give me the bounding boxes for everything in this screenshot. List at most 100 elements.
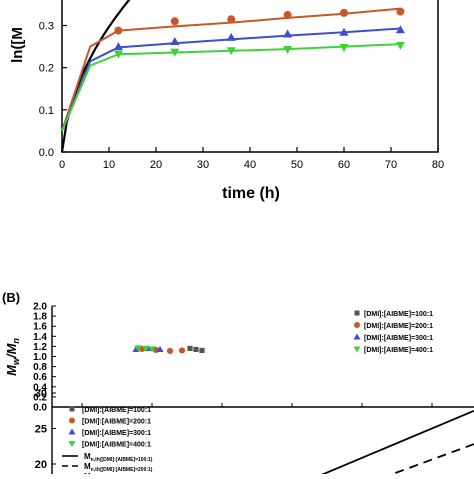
dispersity-y-tick-label: 0.4 bbox=[33, 382, 47, 393]
top-y-axis-label: ln([M bbox=[9, 27, 26, 63]
top-data-point bbox=[114, 26, 123, 35]
top-data-point bbox=[170, 48, 180, 57]
top-fit-line bbox=[61, 27, 401, 132]
dispersity-y-tick-label: 0.6 bbox=[33, 372, 47, 383]
dispersity-data-point bbox=[148, 346, 156, 353]
top-y-tick-label: 0.1 bbox=[39, 105, 54, 117]
top-fit-line bbox=[61, 43, 401, 132]
top-data-point bbox=[395, 25, 405, 34]
dispersity-y-tick-label: 1.6 bbox=[33, 322, 47, 333]
top-x-tick-label: 30 bbox=[197, 159, 209, 171]
top-x-ticks: 0 10 20 30 40 50 60 70 80 bbox=[59, 147, 444, 171]
dispersity-data-point bbox=[166, 347, 174, 355]
dispersity-data-point bbox=[187, 345, 193, 352]
dispersity-legend-marker bbox=[354, 322, 360, 328]
mn-theory-lines bbox=[313, 409, 474, 479]
top-data-point bbox=[113, 50, 123, 59]
top-x-tick-label: 40 bbox=[244, 159, 256, 171]
top-data-point bbox=[226, 32, 236, 41]
top-data-point bbox=[170, 37, 180, 46]
dispersity-data-point bbox=[156, 345, 164, 353]
dispersity-y-tick-label: 1.8 bbox=[33, 312, 47, 323]
mn-y-tick-label: 25 bbox=[35, 424, 47, 436]
panel-label-b: (B) bbox=[2, 290, 20, 305]
dispersity-legend-label: [DMI]:[AIBME]=100:1 bbox=[364, 311, 433, 318]
dispersity-data-point bbox=[134, 345, 142, 352]
mn-legend-label: [DMI]:[AIBME]=200:1 bbox=[82, 419, 151, 426]
top-x-tick-label: 70 bbox=[385, 159, 397, 171]
top-data-point bbox=[226, 47, 236, 56]
dispersity-legend-label: [DMI]:[AIBME]=200:1 bbox=[364, 323, 433, 330]
top-data-point bbox=[283, 10, 292, 19]
top-y-tick-label: 0.0 bbox=[39, 147, 54, 159]
dispersity-data-points bbox=[132, 344, 205, 355]
top-data-point bbox=[395, 41, 405, 50]
mn-legend-line-label: Mn,th([DMI]:[AIBME]=200:1) bbox=[84, 462, 153, 473]
mn-y-ticks: 30 25 20 bbox=[35, 388, 56, 471]
dispersity-y-tick-label: 0.2 bbox=[33, 392, 47, 403]
top-data-point bbox=[339, 43, 349, 52]
dispersity-legend-label: [DMI]:[AIBME]=400:1 bbox=[364, 347, 433, 354]
bottom-panel: (B) 2.01.81.61.41.21.00.80.60.40.20.0 Mw… bbox=[2, 290, 474, 479]
top-y-ticks: 0.0 0.1 0.2 0.3 bbox=[39, 21, 67, 159]
top-fit-line bbox=[60, 0, 131, 153]
top-data-point bbox=[339, 27, 349, 36]
top-data-point bbox=[283, 29, 293, 38]
mn-legend: [DMI]:[AIBME]=100:1 [DMI]:[AIBME]=200:1 [D… bbox=[62, 406, 153, 479]
top-data-point bbox=[227, 15, 236, 24]
mn-legend-label: [DMI]:[AIBME]=400:1 bbox=[82, 442, 151, 449]
dispersity-legend-marker bbox=[354, 310, 360, 316]
dispersity-data-point bbox=[199, 347, 205, 354]
dispersity-legend-marker bbox=[353, 346, 361, 353]
dispersity-x-ticks bbox=[81, 403, 433, 407]
mn-legend-marker bbox=[68, 428, 76, 435]
top-data-point bbox=[113, 42, 123, 51]
dispersity-y-axis-label: Mw/Mn bbox=[4, 338, 21, 376]
dispersity-y-tick-label: 2.0 bbox=[33, 302, 47, 313]
top-x-tick-label: 80 bbox=[432, 159, 444, 171]
dispersity-y-ticks: 2.01.81.61.41.21.00.80.60.40.20.0 bbox=[33, 302, 56, 414]
mn-y-tick-label: 30 bbox=[35, 388, 47, 400]
dispersity-legend: [DMI]:[AIBME]=100:1 [DMI]:[AIBME]=200:1 [D… bbox=[353, 310, 433, 354]
mn-legend-label: [DMI]:[AIBME]=300:1 bbox=[82, 430, 151, 437]
top-x-tick-label: 60 bbox=[338, 159, 350, 171]
top-panel: 0.0 0.1 0.2 0.3 0 10 20 30 40 50 60 70 80 ln([M tim… bbox=[9, 0, 444, 202]
dispersity-y-tick-label: 1.2 bbox=[33, 342, 47, 353]
top-data-point bbox=[396, 7, 405, 16]
dispersity-y-tick-label: 1.4 bbox=[33, 332, 47, 343]
mn-legend-marker bbox=[69, 406, 75, 412]
dispersity-data-point bbox=[193, 346, 199, 353]
top-x-tick-label: 50 bbox=[291, 159, 303, 171]
top-data-point bbox=[283, 46, 293, 55]
dispersity-data-point bbox=[178, 347, 186, 354]
dispersity-legend-label: [DMI]:[AIBME]=300:1 bbox=[364, 335, 433, 342]
top-data-point bbox=[340, 8, 348, 17]
top-fit-lines bbox=[60, 0, 401, 153]
dispersity-y-tick-label: 0.8 bbox=[33, 362, 47, 373]
top-plot-frame bbox=[61, 0, 439, 153]
mn-legend-marker bbox=[68, 441, 76, 447]
top-x-axis-label: time (h) bbox=[222, 185, 280, 202]
top-data-point bbox=[170, 17, 179, 26]
dispersity-data-point bbox=[142, 345, 150, 353]
mn-legend-marker bbox=[69, 417, 75, 424]
top-fit-line bbox=[61, 7, 401, 132]
top-data-points bbox=[113, 7, 405, 59]
dispersity-y-tick-label: 1.0 bbox=[33, 352, 47, 363]
top-x-tick-label: 0 bbox=[59, 159, 65, 171]
mn-theory-line bbox=[313, 409, 474, 479]
dispersity-legend-marker bbox=[353, 333, 361, 340]
mn-theory-line bbox=[380, 443, 474, 479]
top-y-tick-label: 0.3 bbox=[39, 21, 54, 33]
mn-legend-label: [DMI]:[AIBME]=100:1 bbox=[82, 407, 151, 414]
dispersity-plot: 2.01.81.61.41.21.00.80.60.40.20.0 Mw/Mn … bbox=[4, 302, 474, 414]
top-x-tick-label: 10 bbox=[103, 159, 115, 171]
dispersity-y-tick-label: 0.0 bbox=[33, 403, 47, 414]
top-x-tick-label: 20 bbox=[150, 159, 162, 171]
mn-y-tick-label: 20 bbox=[35, 459, 47, 471]
mn-legend-line-label: Mn,th([DMI]:[AIBME]=100:1) bbox=[84, 452, 153, 463]
top-y-tick-label: 0.2 bbox=[39, 63, 54, 75]
